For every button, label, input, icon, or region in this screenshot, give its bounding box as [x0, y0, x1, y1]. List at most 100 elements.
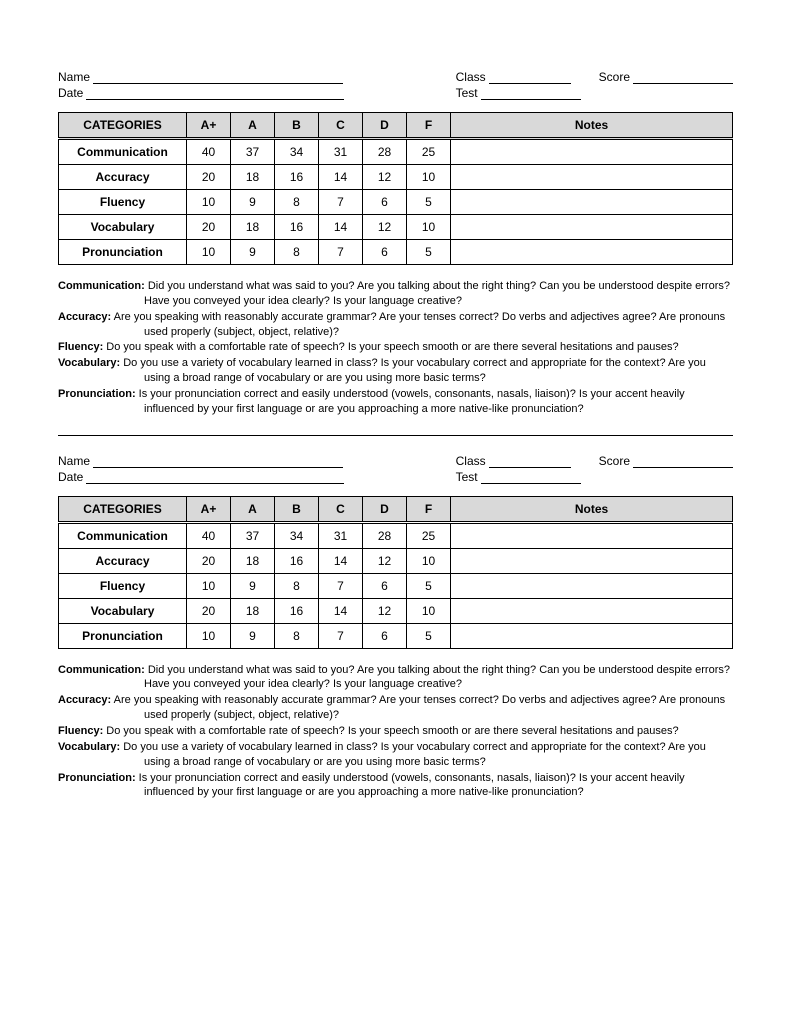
score-cell: 18	[231, 215, 275, 240]
score-cell: 28	[363, 139, 407, 165]
score-cell: 12	[363, 215, 407, 240]
notes-header: Notes	[451, 496, 733, 522]
description-text: Are you speaking with reasonably accurat…	[111, 311, 725, 338]
score-cell: 40	[187, 522, 231, 548]
score-cell: 31	[319, 139, 363, 165]
rubric-table: CATEGORIES A+ A B C D F Notes Communicat…	[58, 112, 733, 265]
score-cell: 14	[319, 215, 363, 240]
grade-header: B	[275, 113, 319, 139]
description-term: Communication:	[58, 664, 145, 676]
description-term: Pronunciation:	[58, 772, 136, 784]
class-line	[489, 467, 571, 468]
score-cell: 10	[187, 240, 231, 265]
score-cell: 14	[319, 548, 363, 573]
class-label: Class	[456, 70, 486, 84]
score-cell: 16	[275, 215, 319, 240]
description-text: Did you understand what was said to you?…	[144, 280, 730, 307]
score-cell: 7	[319, 573, 363, 598]
grade-header: B	[275, 496, 319, 522]
class-label: Class	[456, 454, 486, 468]
name-label: Name	[58, 454, 90, 468]
score-cell: 8	[275, 190, 319, 215]
notes-cell	[451, 522, 733, 548]
category-label: Vocabulary	[59, 215, 187, 240]
score-cell: 10	[407, 165, 451, 190]
description-item: Vocabulary: Do you use a variety of voca…	[58, 356, 733, 386]
score-cell: 12	[363, 165, 407, 190]
rubric-section-2: Name Date Class Score Test	[58, 454, 733, 801]
score-cell: 10	[187, 623, 231, 648]
score-cell: 34	[275, 139, 319, 165]
description-text: Do you speak with a comfortable rate of …	[103, 725, 678, 737]
category-label: Pronunciation	[59, 240, 187, 265]
date-line	[86, 99, 344, 100]
date-label: Date	[58, 86, 83, 100]
score-cell: 34	[275, 522, 319, 548]
table-row: Pronunciation1098765	[59, 623, 733, 648]
description-item: Pronunciation: Is your pronunciation cor…	[58, 771, 733, 801]
score-cell: 6	[363, 573, 407, 598]
category-label: Accuracy	[59, 165, 187, 190]
date-label: Date	[58, 470, 83, 484]
description-text: Is your pronunciation correct and easily…	[136, 388, 685, 415]
category-label: Communication	[59, 522, 187, 548]
notes-cell	[451, 240, 733, 265]
description-item: Accuracy: Are you speaking with reasonab…	[58, 310, 733, 340]
class-field: Class	[456, 454, 571, 468]
table-row: Vocabulary201816141210	[59, 215, 733, 240]
table-row: Vocabulary201816141210	[59, 598, 733, 623]
category-label: Communication	[59, 139, 187, 165]
description-item: Accuracy: Are you speaking with reasonab…	[58, 693, 733, 723]
name-line	[93, 467, 343, 468]
grade-header: C	[319, 113, 363, 139]
table-header-row: CATEGORIES A+ A B C D F Notes	[59, 113, 733, 139]
notes-cell	[451, 165, 733, 190]
score-cell: 25	[407, 522, 451, 548]
score-cell: 18	[231, 548, 275, 573]
score-cell: 7	[319, 623, 363, 648]
score-cell: 20	[187, 548, 231, 573]
score-cell: 20	[187, 598, 231, 623]
table-row: Pronunciation1098765	[59, 240, 733, 265]
name-label: Name	[58, 70, 90, 84]
score-cell: 18	[231, 598, 275, 623]
description-text: Are you speaking with reasonably accurat…	[111, 694, 725, 721]
grade-header: D	[363, 496, 407, 522]
description-item: Communication: Did you understand what w…	[58, 279, 733, 309]
score-cell: 6	[363, 623, 407, 648]
categories-header: CATEGORIES	[59, 496, 187, 522]
rubric-table: CATEGORIES A+ A B C D F Notes Communicat…	[58, 496, 733, 649]
description-item: Fluency: Do you speak with a comfortable…	[58, 340, 733, 355]
description-term: Vocabulary:	[58, 357, 120, 369]
date-field: Date	[58, 86, 344, 100]
description-text: Did you understand what was said to you?…	[144, 664, 730, 691]
table-row: Accuracy201816141210	[59, 548, 733, 573]
score-cell: 9	[231, 623, 275, 648]
score-cell: 40	[187, 139, 231, 165]
grade-header: A	[231, 496, 275, 522]
test-line	[481, 99, 581, 100]
score-cell: 37	[231, 522, 275, 548]
score-cell: 16	[275, 165, 319, 190]
notes-cell	[451, 215, 733, 240]
divider	[58, 435, 733, 436]
date-field: Date	[58, 470, 344, 484]
notes-cell	[451, 548, 733, 573]
date-line	[86, 483, 344, 484]
score-cell: 16	[275, 548, 319, 573]
test-line	[481, 483, 581, 484]
category-label: Pronunciation	[59, 623, 187, 648]
name-line	[93, 83, 343, 84]
score-cell: 8	[275, 573, 319, 598]
score-cell: 9	[231, 573, 275, 598]
score-line	[633, 467, 733, 468]
test-field: Test	[456, 470, 733, 484]
description-term: Vocabulary:	[58, 741, 120, 753]
description-item: Pronunciation: Is your pronunciation cor…	[58, 387, 733, 417]
score-label: Score	[599, 454, 630, 468]
score-cell: 16	[275, 598, 319, 623]
header-row: Name Date Class Score Test	[58, 454, 733, 484]
name-field: Name	[58, 454, 344, 468]
score-cell: 5	[407, 190, 451, 215]
notes-cell	[451, 623, 733, 648]
